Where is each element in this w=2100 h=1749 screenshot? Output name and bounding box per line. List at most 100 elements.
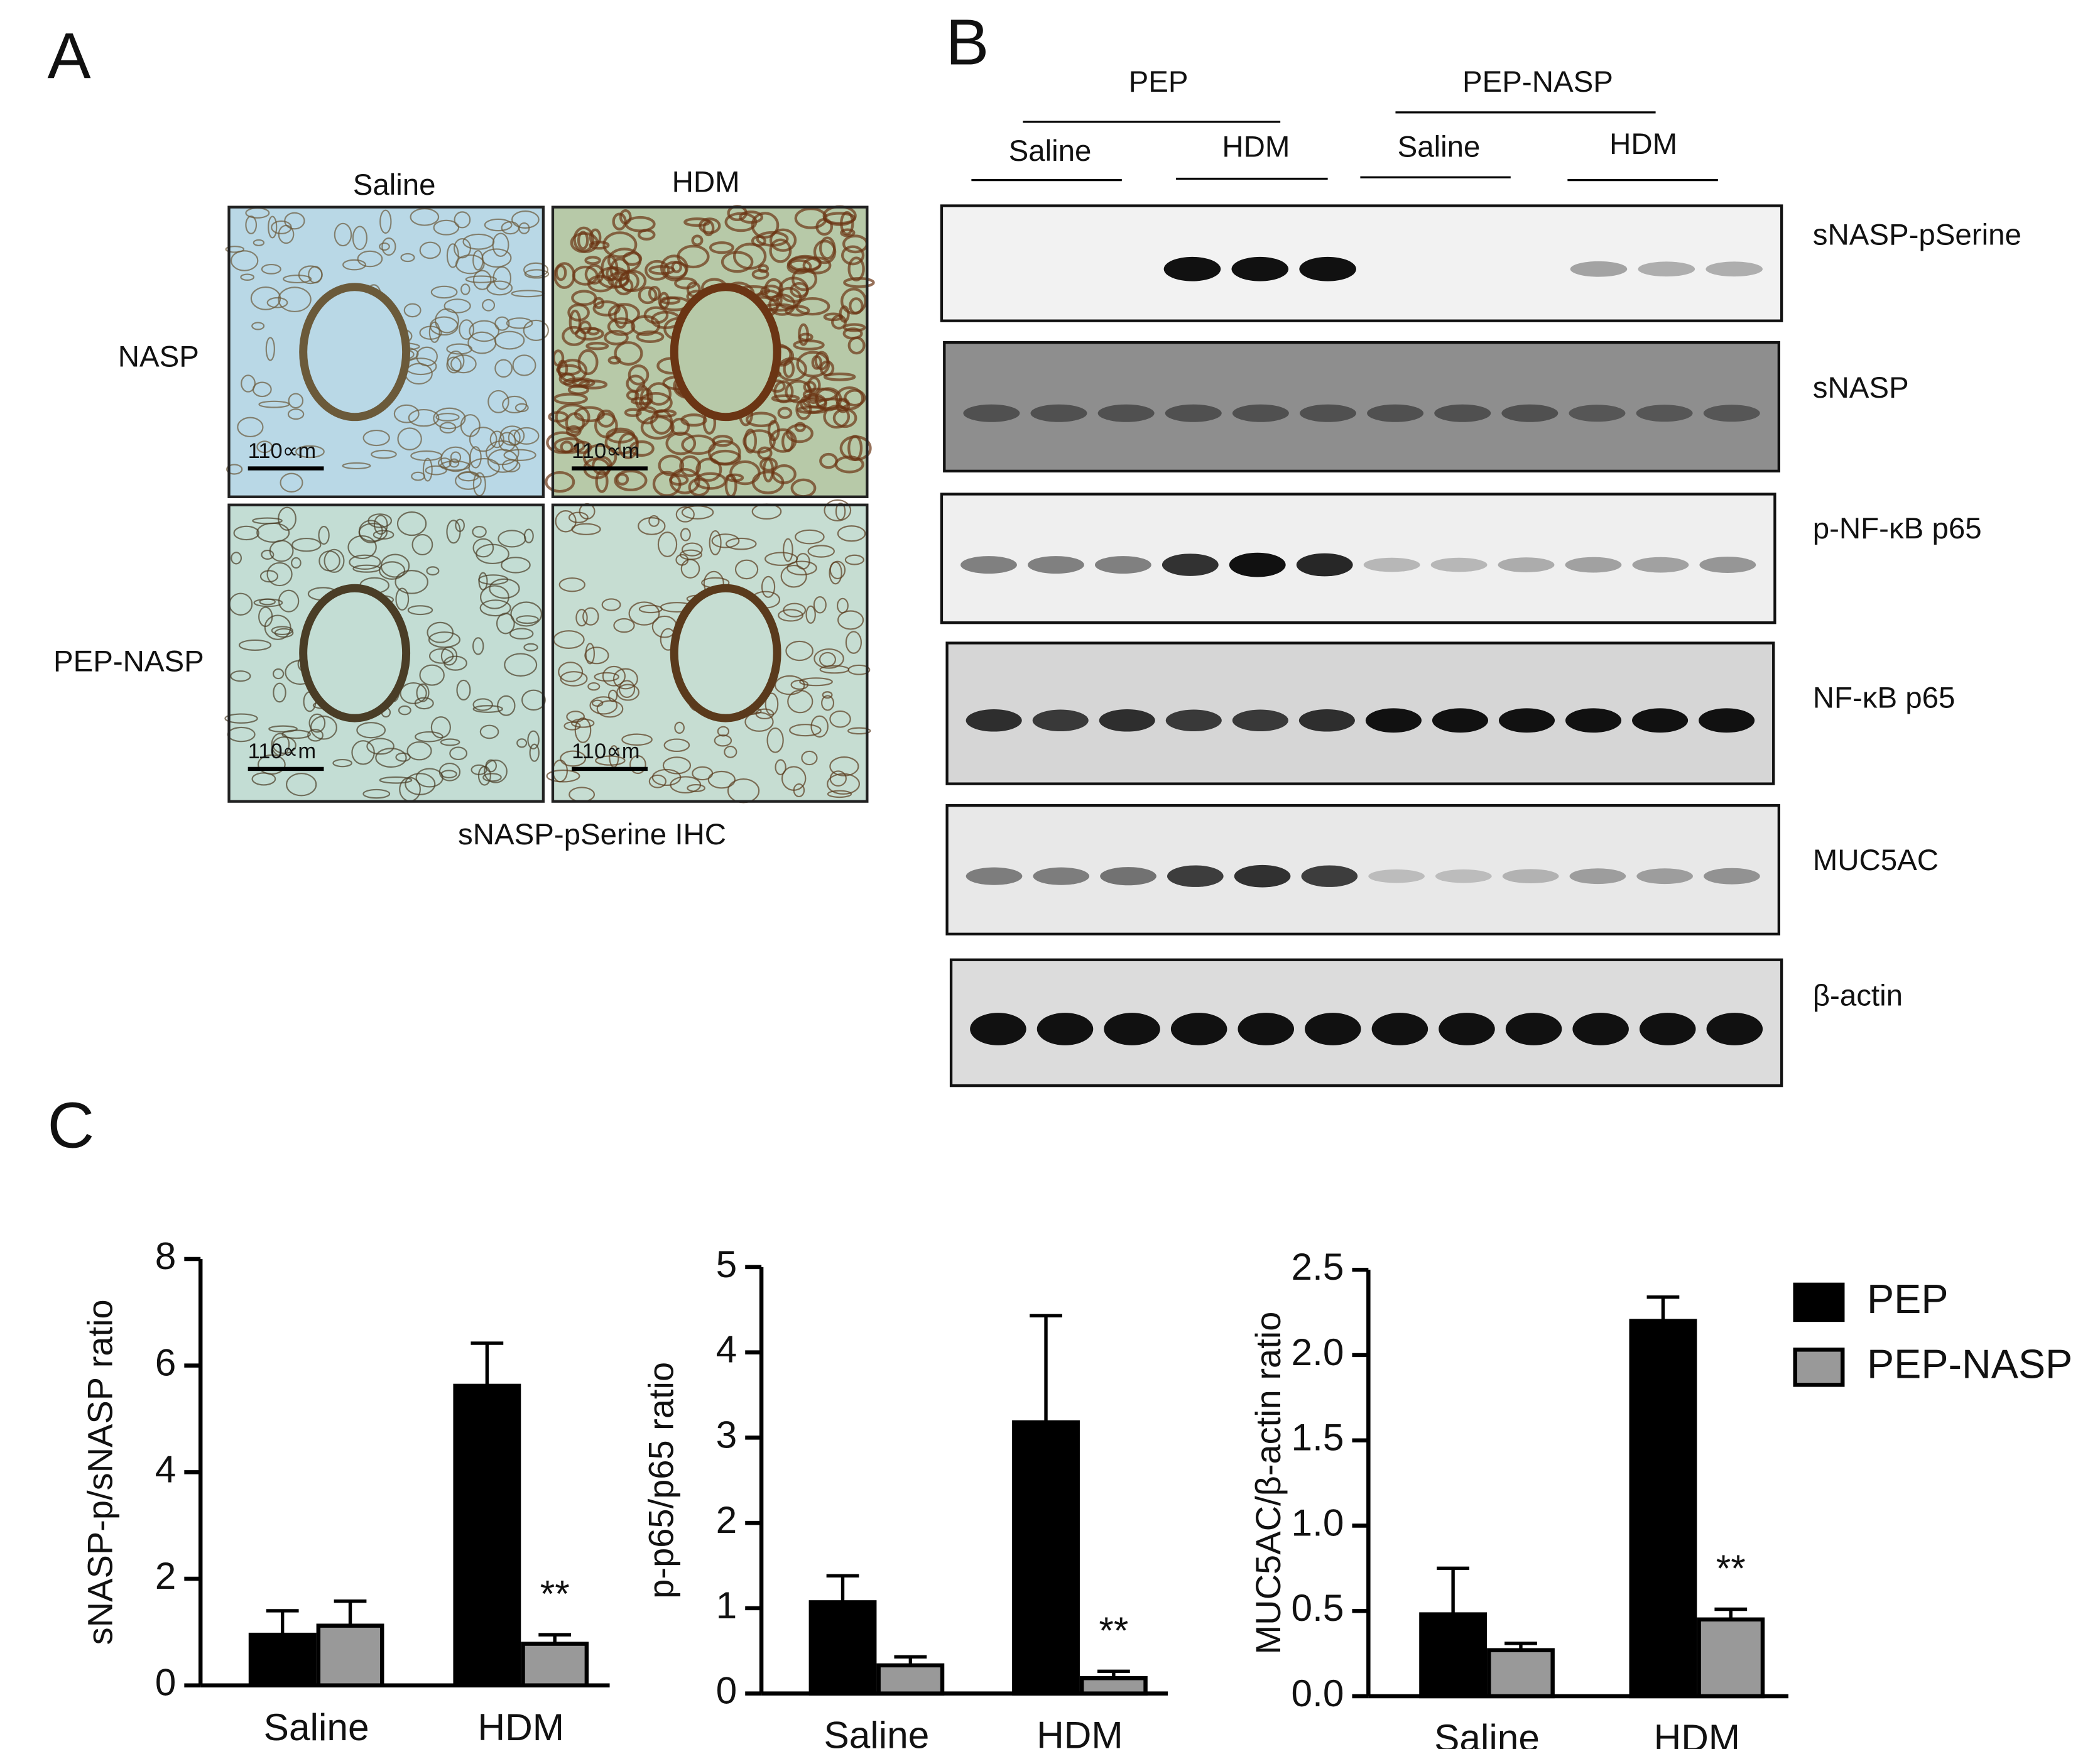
tissue-cell <box>595 755 626 766</box>
tissue-cell <box>571 523 601 535</box>
blot-label: sNASP <box>1813 371 1909 405</box>
blot-band <box>1099 709 1155 732</box>
tissue-cell <box>658 454 685 477</box>
tissue-cell <box>398 705 411 716</box>
tissue-cell <box>691 234 704 246</box>
blot-band <box>1371 1013 1428 1045</box>
tissue-cell <box>241 374 256 393</box>
blot-band <box>1036 1013 1094 1045</box>
tissue-cell <box>663 738 690 753</box>
tissue-cell <box>800 393 827 414</box>
x-tick-label: Saline <box>824 1714 929 1749</box>
tissue-cell <box>794 422 806 432</box>
tissue-cell <box>415 768 443 788</box>
tissue-cell <box>487 390 509 413</box>
tissue-cell <box>381 237 396 256</box>
blot-band <box>1165 709 1222 732</box>
blot-band <box>1502 869 1559 884</box>
tissue-cell <box>278 286 312 313</box>
tissue-cell <box>829 710 851 728</box>
blot-band <box>960 556 1017 574</box>
tissue-cell <box>379 209 392 234</box>
tissue-cell <box>225 246 245 253</box>
blot-band <box>1569 868 1626 885</box>
y-axis-label: sNASP-p/sNASP ratio <box>80 1299 120 1645</box>
y-tick-label: 4 <box>155 1447 177 1490</box>
y-tick-label: 2.0 <box>1292 1331 1344 1373</box>
tissue-cell <box>280 472 303 493</box>
y-tick-label: 2.5 <box>1292 1245 1344 1288</box>
tissue-cell <box>351 740 375 765</box>
tissue-cell <box>780 564 807 588</box>
tissue-cell <box>362 788 391 799</box>
blot-band <box>1094 556 1151 574</box>
tissue-cell <box>796 351 830 378</box>
airway <box>299 283 411 422</box>
blot-band <box>1432 708 1489 733</box>
image-border <box>551 503 869 803</box>
tissue-cell <box>553 393 588 405</box>
tissue-cell <box>665 432 697 455</box>
tissue-cell <box>253 239 265 246</box>
blot-band <box>1435 869 1492 883</box>
tissue-cell <box>446 356 462 374</box>
tissue-cell <box>612 668 638 690</box>
tissue-cell <box>568 511 589 523</box>
blot-band <box>1028 556 1084 574</box>
blot-band <box>963 404 1020 422</box>
tissue-cell <box>403 303 422 318</box>
tissue-cell <box>419 241 442 259</box>
tissue-cell <box>426 566 440 576</box>
blot-band <box>1498 557 1555 572</box>
tissue-cell <box>675 506 695 523</box>
y-tick-label: 5 <box>716 1243 737 1285</box>
tissue-cell <box>476 543 509 565</box>
tissue-cell <box>406 741 432 761</box>
tissue-cell <box>819 651 837 667</box>
tissue-cell <box>744 428 757 454</box>
tissue-cell <box>604 329 629 346</box>
tissue-cell <box>651 768 682 787</box>
tissue-cell <box>231 552 242 565</box>
tissue-cell <box>455 254 485 275</box>
tissue-cell <box>523 262 549 278</box>
tissue-cell <box>574 717 592 743</box>
tissue-cell <box>439 422 457 434</box>
blot-band <box>1699 708 1755 733</box>
tissue-cell <box>815 218 834 236</box>
tissue-cell <box>496 613 515 635</box>
bar <box>1079 1675 1148 1696</box>
image-border <box>227 205 545 498</box>
tissue-cell <box>362 429 390 447</box>
tissue-cell <box>251 322 265 330</box>
blot-band <box>1572 1013 1629 1045</box>
blot-band <box>1232 404 1289 422</box>
y-tick-label: 0.5 <box>1292 1586 1344 1629</box>
tissue-cell <box>379 776 413 784</box>
legend-swatch <box>1793 1282 1845 1322</box>
tissue-cell <box>226 464 243 475</box>
tissue-cell <box>555 510 577 533</box>
tissue-cell <box>379 242 390 251</box>
tissue-cell <box>614 276 634 296</box>
legend-label: PEP-NASP <box>1867 1341 2072 1387</box>
blot-band <box>1498 708 1555 733</box>
tissue-cell <box>795 398 812 420</box>
blot-band <box>1234 864 1291 888</box>
bar <box>876 1663 945 1696</box>
tissue-cell <box>414 697 434 710</box>
tissue-cell <box>587 682 601 691</box>
tissue-cell <box>408 409 440 427</box>
blot-band <box>1170 1013 1227 1045</box>
tissue-cell <box>272 668 285 680</box>
scale-label: 110∝m <box>572 439 639 463</box>
tissue-cell <box>558 662 584 682</box>
tissue-cell <box>566 711 585 723</box>
tissue-cell <box>813 596 827 614</box>
x-tick-label: HDM <box>1654 1716 1741 1749</box>
tissue-cell <box>430 285 458 299</box>
tissue-cell <box>587 327 600 335</box>
tissue-cell <box>245 215 258 234</box>
row-label: PEP-NASP <box>53 645 204 678</box>
panel-letter: A <box>47 19 90 92</box>
